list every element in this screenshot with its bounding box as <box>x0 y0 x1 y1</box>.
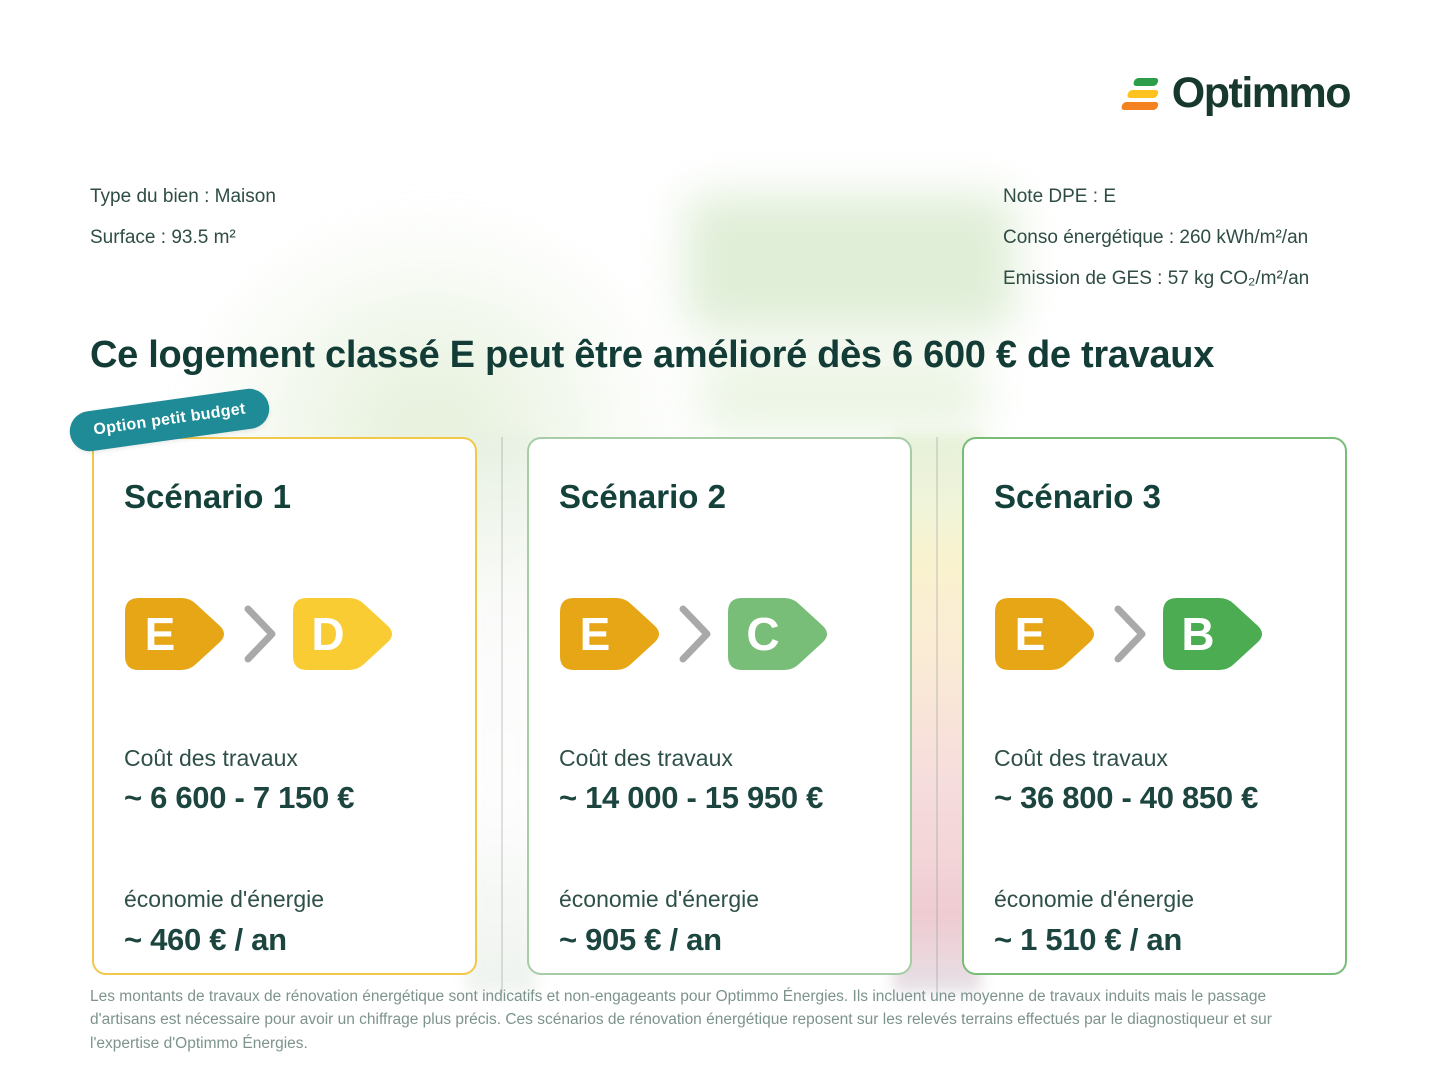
logo-bars-icon <box>1121 77 1158 110</box>
cost-value: ~ 14 000 - 15 950 € <box>559 780 824 816</box>
dpe-from-badge: E <box>125 597 224 670</box>
property-surface: Surface : 93.5 m² <box>90 227 236 248</box>
savings-label: économie d'énergie <box>994 886 1195 913</box>
cost-value: ~ 36 800 - 40 850 € <box>994 780 1259 816</box>
energy-info: Note DPE : E Conso énergétique : 260 kWh… <box>1003 187 1309 310</box>
scenario-title: Scénario 2 <box>559 478 726 515</box>
cost-label: Coût des travaux <box>124 744 298 771</box>
svg-text:E: E <box>1015 608 1046 660</box>
property-type: Type du bien : Maison <box>90 186 276 207</box>
svg-text:C: C <box>746 608 779 660</box>
disclaimer-text: Les montants de travaux de rénovation én… <box>90 988 1272 1052</box>
dpe-from-badge: E <box>560 597 659 670</box>
chevron-right-icon <box>244 605 276 663</box>
scenario-title: Scénario 1 <box>124 478 291 515</box>
dpe-conso: Conso énergétique : 260 kWh/m²/an <box>1003 227 1309 248</box>
cost-label: Coût des travaux <box>559 744 733 771</box>
savings-value: ~ 460 € / an <box>124 921 287 957</box>
scenario-card-1: Option petit budget Scénario 1 E D Co <box>67 386 477 975</box>
scenario-card-3: Scénario 3 E B Coût des travaux ~ 36 <box>962 437 1347 975</box>
scenario-cards: Option petit budget Scénario 1 E D Co <box>67 386 1347 975</box>
dpe-transition: E C <box>559 597 880 671</box>
dpe-to-badge: B <box>1163 597 1262 670</box>
savings-value: ~ 1 510 € / an <box>994 921 1182 957</box>
dpe-from-badge: E <box>995 597 1094 670</box>
savings-value: ~ 905 € / an <box>559 921 722 957</box>
dpe-ges: Emission de GES : 57 kg CO₂/m²/an <box>1003 268 1310 289</box>
svg-text:E: E <box>580 608 611 660</box>
chevron-right-icon <box>1114 605 1146 663</box>
scenario-card-2: Scénario 2 E C Coût des travaux ~ 14 <box>527 437 912 975</box>
page-title: Ce logement classé E peut être amélioré … <box>90 334 1215 376</box>
savings-label: économie d'énergie <box>559 886 760 913</box>
optimmo-logo: Optimmo <box>1117 69 1352 117</box>
dpe-note: Note DPE : E <box>1003 186 1116 207</box>
dpe-transition: E D <box>124 597 445 671</box>
savings-label: économie d'énergie <box>124 886 325 913</box>
scenario-title: Scénario 3 <box>994 478 1161 515</box>
dpe-to-badge: C <box>728 597 827 670</box>
chevron-right-icon <box>679 605 711 663</box>
cost-value: ~ 6 600 - 7 150 € <box>124 780 355 816</box>
svg-text:B: B <box>1181 608 1214 660</box>
dpe-transition: E B <box>994 597 1315 671</box>
svg-text:E: E <box>145 608 176 660</box>
logo-text: Optimmo <box>1171 69 1352 117</box>
dpe-to-badge: D <box>293 597 392 670</box>
property-info: Type du bien : Maison Surface : 93.5 m² <box>90 187 276 269</box>
svg-text:D: D <box>311 608 344 660</box>
option-budget-badge: Option petit budget <box>67 386 273 454</box>
cost-label: Coût des travaux <box>994 744 1168 771</box>
